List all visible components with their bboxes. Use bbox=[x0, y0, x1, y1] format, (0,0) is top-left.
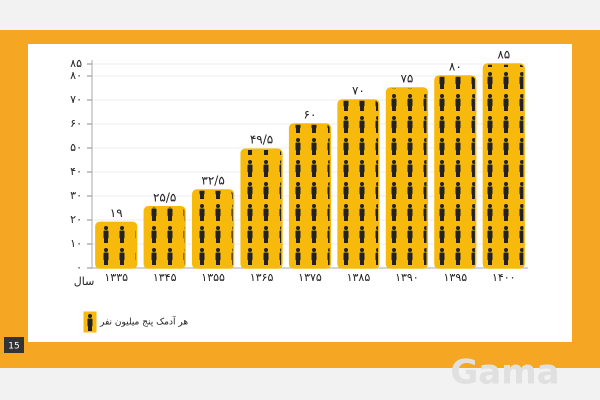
value-label: ۶۰ bbox=[304, 108, 317, 122]
bar bbox=[240, 148, 283, 269]
x-tick-label: ۱۳۸۵ bbox=[347, 271, 371, 284]
bar bbox=[337, 99, 380, 269]
bar bbox=[482, 63, 525, 269]
y-tick-label: ۸۰ bbox=[70, 69, 82, 82]
y-tick-label: ۸۵ bbox=[70, 57, 82, 70]
x-tick-label: ۱۴۰۰ bbox=[492, 271, 516, 284]
y-tick-label: ۰ bbox=[76, 261, 82, 274]
bar bbox=[385, 87, 428, 269]
y-tick-label: ۲۰ bbox=[70, 213, 82, 226]
x-tick-label: ۱۳۴۵ bbox=[153, 271, 177, 284]
bar bbox=[192, 189, 235, 269]
y-tick-label: ۳۰ bbox=[70, 189, 82, 202]
x-axis-label: سال bbox=[74, 275, 95, 288]
value-label: ۷۰ bbox=[352, 84, 365, 98]
x-tick-label: ۱۳۷۵ bbox=[298, 271, 322, 284]
bar bbox=[143, 206, 186, 269]
x-tick-label: ۱۳۳۵ bbox=[104, 271, 128, 284]
watermark: Gama bbox=[450, 353, 559, 393]
value-label: ۳۲/۵ bbox=[201, 174, 224, 188]
legend-swatch bbox=[83, 311, 97, 333]
x-tick-label: ۱۳۵۵ bbox=[201, 271, 225, 284]
value-label: ۸۵ bbox=[497, 48, 510, 62]
y-tick-label: ۴۰ bbox=[70, 165, 82, 178]
x-tick-label: ۱۳۶۵ bbox=[250, 271, 274, 284]
x-tick-label: ۱۳۹۵ bbox=[444, 271, 468, 284]
y-tick-label: ۷۰ bbox=[70, 93, 82, 106]
y-tick-label: ۵۰ bbox=[70, 141, 82, 154]
bar bbox=[434, 75, 477, 269]
x-tick-label: ۱۳۹۰ bbox=[395, 271, 419, 284]
bar bbox=[95, 221, 138, 269]
value-label: ۱۹ bbox=[110, 206, 123, 220]
legend-label: هر آدمک پنج میلیون نفر bbox=[99, 316, 188, 328]
value-label: ۲۵/۵ bbox=[153, 190, 176, 204]
page-number: 15 bbox=[8, 342, 19, 352]
value-label: ۷۵ bbox=[400, 72, 413, 86]
value-label: ۴۹/۵ bbox=[250, 133, 273, 147]
bar bbox=[288, 123, 332, 269]
y-tick-label: ۱۰ bbox=[70, 237, 82, 250]
page-number-box bbox=[4, 337, 24, 353]
y-tick-label: ۶۰ bbox=[70, 117, 82, 130]
value-label: ۸۰ bbox=[449, 60, 462, 74]
